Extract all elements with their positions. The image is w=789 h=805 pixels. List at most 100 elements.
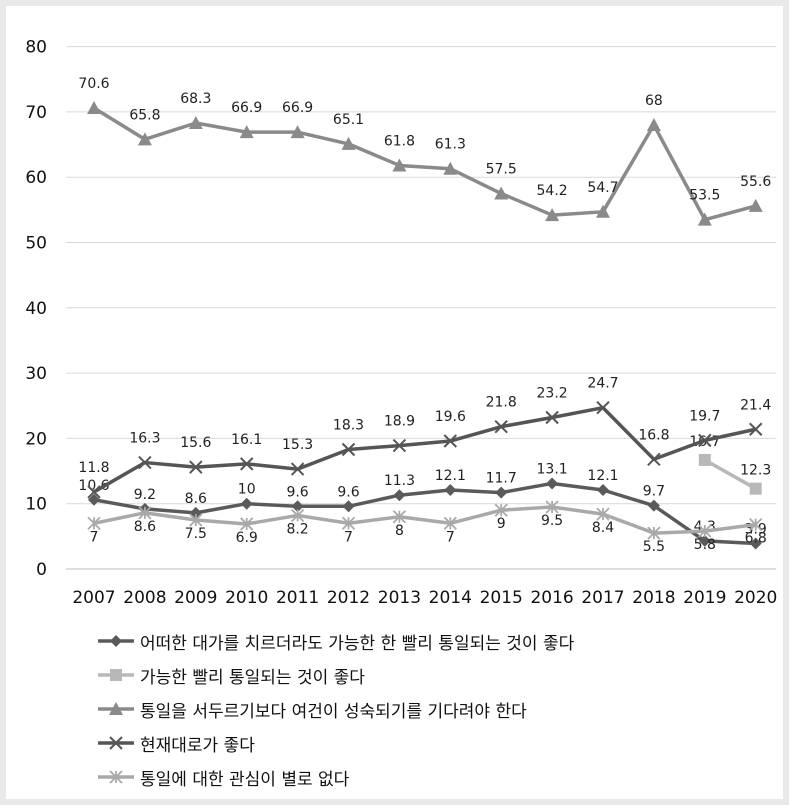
data-label: 55.6 bbox=[740, 174, 771, 190]
legend-label: 통일에 대한 관심이 별로 없다 bbox=[140, 769, 350, 790]
y-tick-label: 0 bbox=[36, 560, 47, 580]
point-marker bbox=[110, 635, 122, 647]
point-marker bbox=[138, 506, 152, 520]
point-marker bbox=[597, 483, 609, 496]
data-label: 70.6 bbox=[78, 76, 109, 92]
point-marker bbox=[239, 125, 254, 139]
data-label: 23.2 bbox=[537, 386, 568, 402]
data-label: 7 bbox=[344, 529, 353, 545]
x-tick-label: 2015 bbox=[480, 588, 523, 608]
data-label: 11.3 bbox=[384, 473, 415, 489]
y-tick-label: 10 bbox=[25, 495, 47, 515]
legend-item: 통일에 대한 관심이 별로 없다 bbox=[96, 760, 574, 794]
legend-item: 통일을 서두르기보다 여건이 성숙되기를 기다려야 한다 bbox=[96, 692, 574, 726]
x-tick-label: 2012 bbox=[327, 588, 370, 608]
data-label: 68.3 bbox=[180, 91, 211, 107]
data-label: 9.6 bbox=[286, 484, 308, 500]
point-marker bbox=[698, 453, 711, 466]
legend-item: 어떠한 대가를 치르더라도 가능한 한 빨리 통일되는 것이 좋다 bbox=[96, 624, 574, 658]
point-marker bbox=[596, 507, 610, 521]
data-label: 54.2 bbox=[537, 183, 568, 199]
point-marker bbox=[495, 486, 508, 499]
data-label: 66.9 bbox=[282, 100, 313, 116]
x-tick-label: 2008 bbox=[123, 588, 166, 608]
data-label: 9 bbox=[497, 516, 506, 532]
series-line bbox=[93, 481, 756, 546]
x-tick-label: 2013 bbox=[378, 588, 421, 608]
data-label: 18.3 bbox=[333, 418, 364, 434]
line-chart: 0 10 20 30 40 50 60 70 80 2007 2008 2009 2010 2011 201… bbox=[25, 38, 777, 608]
point-marker bbox=[290, 125, 305, 139]
data-label: 8 bbox=[395, 523, 404, 539]
data-label: 16.8 bbox=[638, 427, 669, 443]
point-marker bbox=[109, 736, 123, 750]
data-label: 61.3 bbox=[435, 137, 466, 153]
data-label: 11.7 bbox=[486, 471, 517, 487]
point-marker bbox=[749, 537, 762, 550]
point-marker bbox=[290, 508, 305, 523]
chart-frame: 0 10 20 30 40 50 60 70 80 2007 2008 2009 2010 2011 201… bbox=[6, 6, 783, 799]
legend-swatch-icon bbox=[98, 702, 134, 715]
legend-label: 통일을 서두르기보다 여건이 성숙되기를 기다려야 한다 bbox=[140, 701, 527, 722]
point-marker bbox=[291, 500, 304, 513]
x-tick-label: 2010 bbox=[225, 588, 268, 608]
point-marker bbox=[341, 516, 356, 530]
point-marker bbox=[240, 517, 254, 531]
point-marker bbox=[88, 493, 100, 506]
point-marker bbox=[443, 161, 458, 175]
x-tick-label: 2016 bbox=[530, 588, 573, 608]
point-marker bbox=[545, 500, 559, 514]
data-label: 7 bbox=[90, 529, 99, 545]
data-label: 12.1 bbox=[435, 468, 466, 484]
data-label: 18.9 bbox=[384, 414, 415, 430]
x-tick-label: 2014 bbox=[429, 588, 472, 608]
point-marker bbox=[545, 410, 559, 425]
data-label: 65.1 bbox=[333, 112, 364, 128]
point-marker bbox=[494, 186, 509, 200]
point-marker bbox=[240, 497, 253, 510]
data-label: 7.5 bbox=[185, 526, 207, 542]
point-marker bbox=[748, 198, 763, 212]
data-label: 24.7 bbox=[587, 376, 618, 392]
x-tick-label: 2018 bbox=[632, 588, 675, 608]
data-label: 9.2 bbox=[134, 487, 156, 503]
point-marker bbox=[647, 526, 661, 540]
point-marker bbox=[596, 204, 610, 218]
x-tick-label: 2011 bbox=[276, 588, 319, 608]
point-marker bbox=[110, 669, 122, 681]
data-label: 5.8 bbox=[694, 537, 716, 553]
legend-swatch-icon bbox=[98, 770, 134, 784]
point-marker bbox=[137, 132, 152, 146]
data-label: 57.5 bbox=[486, 162, 517, 178]
data-label: 21.4 bbox=[740, 397, 771, 413]
point-marker bbox=[596, 401, 610, 415]
y-tick-label: 70 bbox=[25, 103, 47, 123]
data-label: 6.8 bbox=[745, 531, 767, 547]
point-marker bbox=[87, 516, 101, 530]
y-tick-label: 30 bbox=[25, 364, 47, 384]
point-marker bbox=[698, 433, 712, 448]
data-label: 68 bbox=[645, 93, 663, 109]
data-label: 16.1 bbox=[231, 432, 262, 448]
legend-swatch-icon bbox=[98, 635, 134, 647]
point-marker bbox=[392, 438, 407, 453]
x-tick-label: 2009 bbox=[174, 588, 217, 608]
series-line bbox=[93, 106, 757, 222]
point-marker bbox=[443, 434, 458, 448]
data-label: 9.6 bbox=[337, 484, 359, 500]
point-marker bbox=[494, 503, 508, 517]
point-marker bbox=[646, 117, 661, 131]
data-label: 12.3 bbox=[740, 463, 771, 479]
data-label: 10.6 bbox=[78, 478, 109, 494]
point-marker bbox=[188, 116, 203, 130]
point-marker bbox=[109, 770, 123, 784]
data-label: 21.8 bbox=[486, 395, 517, 411]
point-marker bbox=[647, 499, 660, 512]
data-label: 8.4 bbox=[592, 520, 614, 536]
data-label: 19.6 bbox=[435, 409, 466, 425]
data-label: 12.1 bbox=[587, 468, 618, 484]
legend-item: 가능한 빨리 통일되는 것이 좋다 bbox=[96, 658, 574, 692]
point-marker bbox=[189, 513, 203, 527]
data-label: 6.9 bbox=[236, 530, 258, 546]
point-marker bbox=[392, 510, 407, 524]
